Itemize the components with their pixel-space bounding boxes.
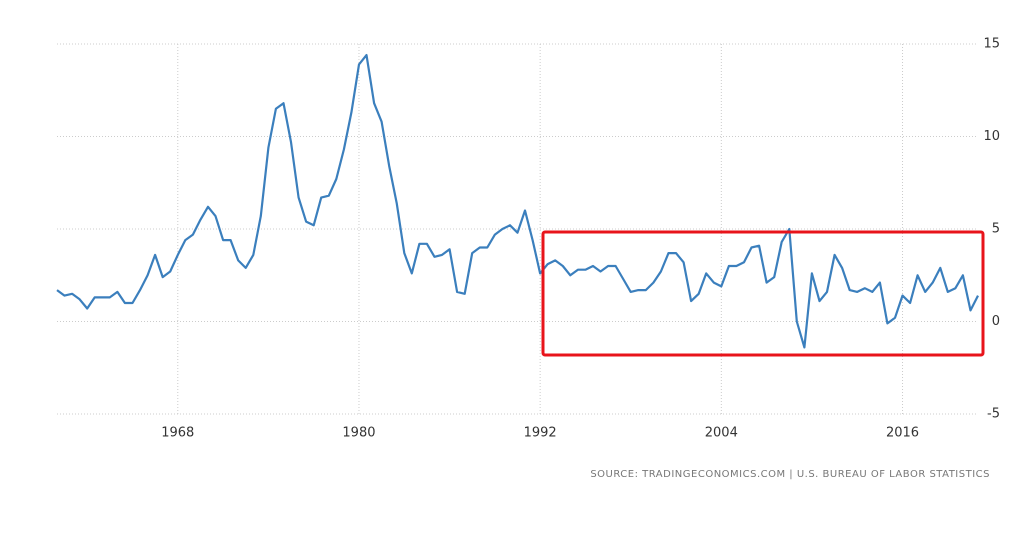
series-line (56, 54, 979, 349)
y-tick-label: -5 (987, 407, 1000, 422)
x-tick-label: 2004 (705, 426, 738, 441)
y-tick-label: 5 (992, 222, 1000, 237)
y-tick-label: 0 (992, 314, 1000, 329)
y-tick-label: 15 (983, 37, 1000, 52)
x-tick-label: 1992 (524, 426, 557, 441)
x-tick-label: 1980 (342, 426, 375, 441)
source: SOURCE: TRADINGECONOMICS.COM | U.S. BURE… (590, 469, 990, 480)
x-tick-label: 2016 (886, 426, 919, 441)
y-tick-label: 10 (983, 129, 1000, 144)
highlight-box (541, 230, 985, 357)
x-tick-label: 1968 (161, 426, 194, 441)
